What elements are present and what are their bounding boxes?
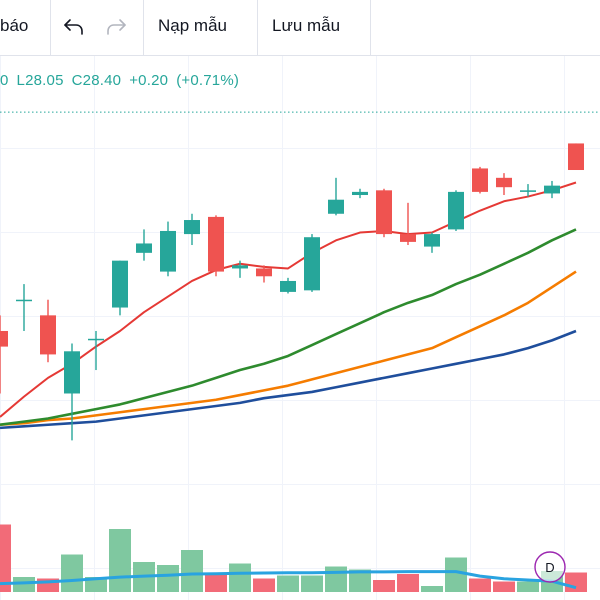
candle-body — [376, 190, 392, 235]
toolbar-divider — [143, 0, 144, 55]
candle-body — [280, 280, 296, 292]
volume-bar — [181, 550, 203, 592]
candle-body — [160, 230, 176, 272]
volume-bar — [0, 524, 11, 592]
alerts-button[interactable]: báo — [0, 0, 28, 55]
chart-grid — [0, 56, 600, 600]
dividend-marker-circle — [534, 551, 566, 583]
save-template-button[interactable]: Lưu mẫu — [272, 0, 340, 55]
candle-body — [400, 234, 416, 242]
ma-line-green — [0, 228, 577, 427]
volume-bar — [349, 569, 371, 592]
volume-bar — [325, 566, 347, 592]
candle-body — [448, 191, 464, 230]
candle-body — [352, 191, 368, 196]
candle-body — [424, 234, 440, 247]
legend-change: +0.20 — [129, 72, 169, 89]
volume-bar — [205, 572, 227, 592]
top-toolbar: báo Nạp mẫu Lưu mẫu — [0, 0, 600, 56]
volume-ma-line — [0, 570, 577, 590]
undo-icon — [64, 19, 83, 35]
volume-bar — [517, 581, 539, 592]
volume-bar — [493, 581, 515, 592]
volume-bar — [61, 554, 83, 592]
ma-line-blue — [0, 329, 577, 430]
candlesticks — [0, 143, 584, 441]
candle-body — [568, 143, 584, 171]
volume-bar — [301, 575, 323, 592]
candle-body — [40, 315, 56, 355]
volume-bar — [157, 565, 179, 592]
undo-button[interactable] — [62, 16, 86, 38]
alerts-label: báo — [0, 16, 29, 35]
volume-bar — [445, 557, 467, 592]
volume-bar — [469, 578, 491, 592]
volume-bar — [85, 577, 107, 592]
candle-body — [328, 199, 344, 214]
candle-body — [88, 338, 104, 341]
ma-line-red — [0, 181, 577, 418]
volume-bar — [277, 575, 299, 592]
candle-body — [64, 351, 80, 394]
candle-body — [232, 265, 248, 269]
dividend-marker[interactable]: D — [534, 551, 566, 583]
legend-close: C28.40 — [71, 72, 122, 89]
volume-bar — [373, 580, 395, 592]
load-template-label: Nạp mẫu — [158, 16, 227, 35]
redo-icon — [107, 19, 126, 35]
candle-body — [472, 168, 488, 192]
candle-body — [208, 216, 224, 272]
load-template-button[interactable]: Nạp mẫu — [158, 0, 227, 55]
candle-body — [304, 237, 320, 291]
volume-bars — [0, 524, 587, 592]
volume-bar — [109, 529, 131, 592]
toolbar-divider — [50, 0, 51, 55]
volume-ma-line — [0, 570, 577, 590]
candle-body — [184, 220, 200, 235]
save-template-label: Lưu mẫu — [272, 16, 341, 35]
candle-body — [112, 260, 128, 308]
volume-bar — [397, 574, 419, 592]
toolbar-divider — [370, 0, 371, 55]
volume-bar — [565, 572, 587, 592]
price-chart[interactable]: D — [0, 56, 600, 600]
ma-line-orange — [0, 270, 577, 427]
volume-bar — [421, 586, 443, 592]
legend-change-pct: (+0.71%) — [176, 72, 240, 89]
volume-bar — [253, 578, 275, 592]
redo-button[interactable] — [104, 16, 128, 38]
ohlc-legend: 0 L28.05 C28.40 +0.20 (+0.71%) — [0, 72, 247, 89]
legend-low: L28.05 — [16, 72, 64, 89]
volume-bar — [13, 577, 35, 592]
candle-body — [496, 177, 512, 188]
candle-body — [16, 299, 32, 302]
candle-body — [520, 190, 536, 192]
toolbar-divider — [257, 0, 258, 55]
legend-open-tail: 0 — [0, 72, 9, 89]
candle-body — [544, 185, 560, 194]
candle-body — [256, 268, 272, 277]
moving-average-lines — [0, 181, 577, 430]
candle-body — [136, 243, 152, 253]
candle-body — [0, 330, 8, 347]
volume-bar — [229, 563, 251, 592]
dividend-marker-label: D — [545, 560, 554, 575]
